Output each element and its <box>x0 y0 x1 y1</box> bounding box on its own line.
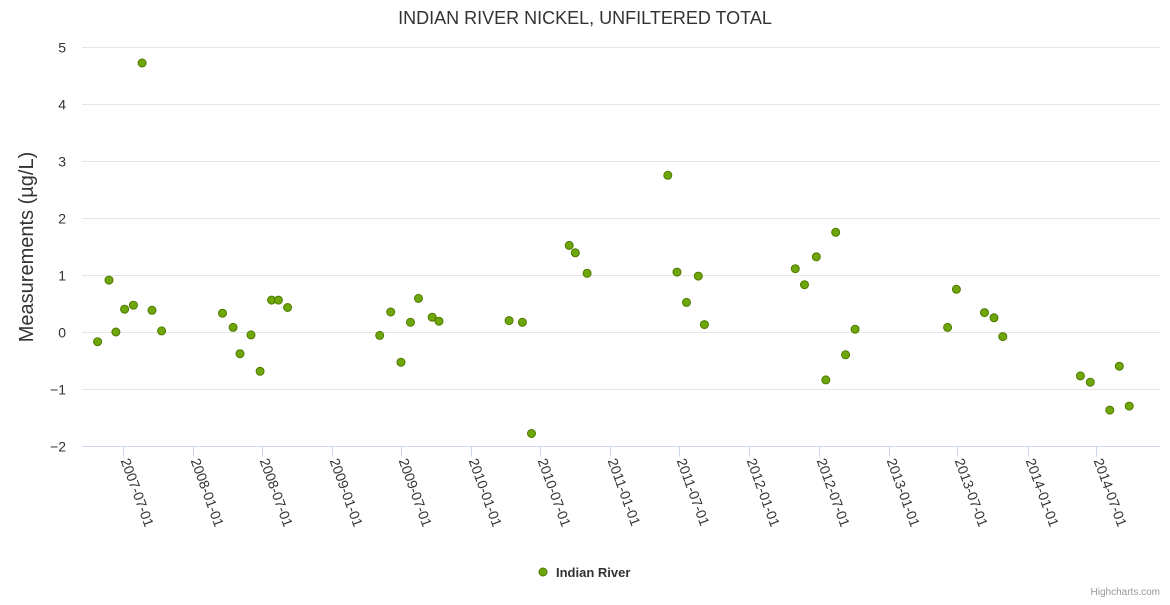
x-tick-label: 2011-07-01 <box>674 456 713 528</box>
data-point[interactable] <box>247 331 255 339</box>
data-point[interactable] <box>583 269 591 277</box>
data-points <box>94 59 1134 438</box>
gridlines <box>82 48 1160 390</box>
data-point[interactable] <box>415 294 423 302</box>
data-point[interactable] <box>158 327 166 335</box>
data-point[interactable] <box>801 281 809 289</box>
x-tick-label: 2009-01-01 <box>327 456 367 529</box>
data-point[interactable] <box>822 376 830 384</box>
data-point[interactable] <box>219 309 227 317</box>
data-point[interactable] <box>812 253 820 261</box>
data-point[interactable] <box>694 272 702 280</box>
data-point[interactable] <box>571 249 579 257</box>
data-point[interactable] <box>664 171 672 179</box>
data-point[interactable] <box>435 317 443 325</box>
scatter-chart: 5 4 3 2 1 0 −1 −2 2007-07-01 2008-01-01 2008-07-0… <box>0 0 1170 600</box>
chart-container: 5 4 3 2 1 0 −1 −2 2007-07-01 2008-01-01 2008-07-0… <box>0 0 1170 600</box>
data-point[interactable] <box>387 308 395 316</box>
chart-title: INDIAN RIVER NICKEL, UNFILTERED TOTAL <box>398 8 772 28</box>
data-point[interactable] <box>1076 372 1084 380</box>
x-tick-label: 2014-07-01 <box>1091 456 1131 529</box>
data-point[interactable] <box>851 325 859 333</box>
x-tick-label: 2012-07-01 <box>814 456 854 529</box>
x-axis-labels: 2007-07-01 2008-01-01 2008-07-01 2009-01-01… <box>118 456 1131 529</box>
x-tick-label: 2013-07-01 <box>952 456 992 529</box>
data-point[interactable] <box>952 285 960 293</box>
data-point[interactable] <box>236 350 244 358</box>
x-tick-label: 2012-01-01 <box>744 456 784 529</box>
y-tick-label: 4 <box>58 97 66 113</box>
data-point[interactable] <box>94 338 102 346</box>
data-point[interactable] <box>565 241 573 249</box>
data-point[interactable] <box>981 309 989 317</box>
y-tick-label: 3 <box>58 154 66 170</box>
x-tick-label: 2008-07-01 <box>257 456 297 529</box>
y-tick-label: −2 <box>50 439 66 455</box>
data-point[interactable] <box>1086 378 1094 386</box>
y-tick-label: 5 <box>58 40 66 56</box>
data-point[interactable] <box>842 351 850 359</box>
y-tick-label: 1 <box>58 268 66 284</box>
data-point[interactable] <box>121 305 129 313</box>
legend-label-indian-river[interactable]: Indian River <box>556 565 630 580</box>
data-point[interactable] <box>1125 402 1133 410</box>
data-point[interactable] <box>397 358 405 366</box>
y-tick-label: 0 <box>58 325 66 341</box>
data-point[interactable] <box>112 328 120 336</box>
data-point[interactable] <box>1106 406 1114 414</box>
data-point[interactable] <box>999 333 1007 341</box>
data-point[interactable] <box>129 301 137 309</box>
data-point[interactable] <box>683 298 691 306</box>
credits-link[interactable]: Highcharts.com <box>1091 587 1160 598</box>
y-tick-label: 2 <box>58 211 66 227</box>
data-point[interactable] <box>284 304 292 312</box>
data-point[interactable] <box>229 323 237 331</box>
x-tick-label: 2007-07-01 <box>118 456 158 529</box>
legend-marker[interactable] <box>539 568 547 576</box>
y-axis-title: Measurements (µg/L) <box>16 152 38 342</box>
x-tick-label: 2010-01-01 <box>466 456 506 529</box>
data-point[interactable] <box>105 276 113 284</box>
data-point[interactable] <box>990 314 998 322</box>
data-point[interactable] <box>832 228 840 236</box>
data-point[interactable] <box>407 318 415 326</box>
data-point[interactable] <box>518 318 526 326</box>
legend[interactable]: Indian River <box>539 565 630 580</box>
data-point[interactable] <box>138 59 146 67</box>
data-point[interactable] <box>700 321 708 329</box>
y-axis: 5 4 3 2 1 0 −1 −2 <box>50 40 66 455</box>
data-point[interactable] <box>791 265 799 273</box>
data-point[interactable] <box>376 331 384 339</box>
x-tick-label: 2014-01-01 <box>1023 456 1063 529</box>
x-tick-label: 2010-07-01 <box>535 456 575 529</box>
data-point[interactable] <box>256 367 264 375</box>
data-point[interactable] <box>274 296 282 304</box>
data-point[interactable] <box>944 323 952 331</box>
x-axis <box>82 447 1160 457</box>
data-point[interactable] <box>148 306 156 314</box>
x-tick-label: 2013-01-01 <box>884 456 924 529</box>
x-tick-label: 2011-01-01 <box>605 456 644 528</box>
data-point[interactable] <box>505 317 513 325</box>
x-tick-label: 2009-07-01 <box>396 456 436 529</box>
data-point[interactable] <box>1115 362 1123 370</box>
y-tick-label: −1 <box>50 382 66 398</box>
data-point[interactable] <box>673 268 681 276</box>
x-tick-label: 2008-01-01 <box>188 456 228 529</box>
data-point[interactable] <box>528 430 536 438</box>
